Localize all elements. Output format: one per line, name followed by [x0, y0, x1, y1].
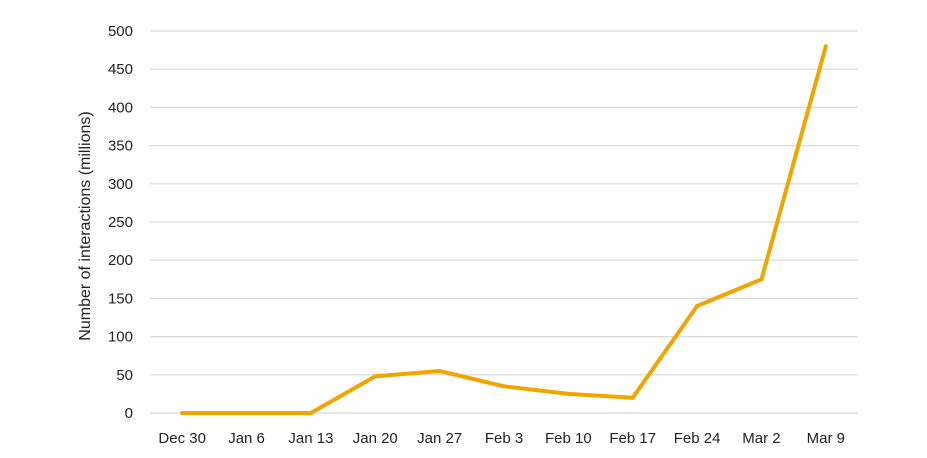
x-tick-label: Mar 9 [807, 430, 845, 447]
y-axis-title: Number of interactions (millions) [77, 111, 94, 340]
data-point [695, 304, 700, 309]
data-point [566, 391, 571, 396]
x-tick-label: Jan 13 [288, 430, 333, 447]
x-tick-label: Jan 27 [417, 430, 462, 447]
x-axis-ticks: Dec 30 Jan 6 Jan 13 Jan 20 Jan 27 Feb 3 Feb 10… [158, 430, 845, 447]
series-line [180, 44, 828, 415]
y-axis-ticks: 0 50 100 150 200 250 300 350 400 450 500 [108, 23, 133, 422]
y-tick-label: 500 [108, 23, 133, 40]
y-tick-label: 400 [108, 99, 133, 116]
data-point [823, 44, 828, 49]
series-layer [180, 44, 828, 415]
x-tick-label: Feb 3 [485, 430, 523, 447]
x-tick-label: Jan 6 [228, 430, 265, 447]
y-tick-label: 450 [108, 61, 133, 78]
data-point [759, 277, 764, 282]
x-tick-label: Feb 10 [545, 430, 592, 447]
data-point [373, 374, 378, 379]
gridlines [150, 30, 858, 414]
y-tick-label: 350 [108, 138, 133, 155]
y-tick-label: 300 [108, 176, 133, 193]
x-tick-label: Feb 17 [609, 430, 656, 447]
y-tick-label: 100 [108, 329, 133, 346]
data-point [180, 411, 185, 415]
x-tick-label: Dec 30 [158, 430, 206, 447]
y-tick-label: 150 [108, 290, 133, 307]
y-tick-label: 50 [116, 367, 133, 384]
data-point [308, 411, 313, 415]
data-point [630, 395, 635, 400]
data-point [437, 368, 442, 373]
y-tick-label: 0 [125, 405, 133, 422]
data-point [244, 411, 249, 415]
x-tick-label: Feb 24 [674, 430, 721, 447]
data-point [502, 384, 506, 389]
x-tick-label: Jan 20 [353, 430, 398, 447]
y-tick-label: 250 [108, 214, 133, 231]
x-tick-label: Mar 2 [742, 430, 780, 447]
y-tick-label: 200 [108, 252, 133, 269]
